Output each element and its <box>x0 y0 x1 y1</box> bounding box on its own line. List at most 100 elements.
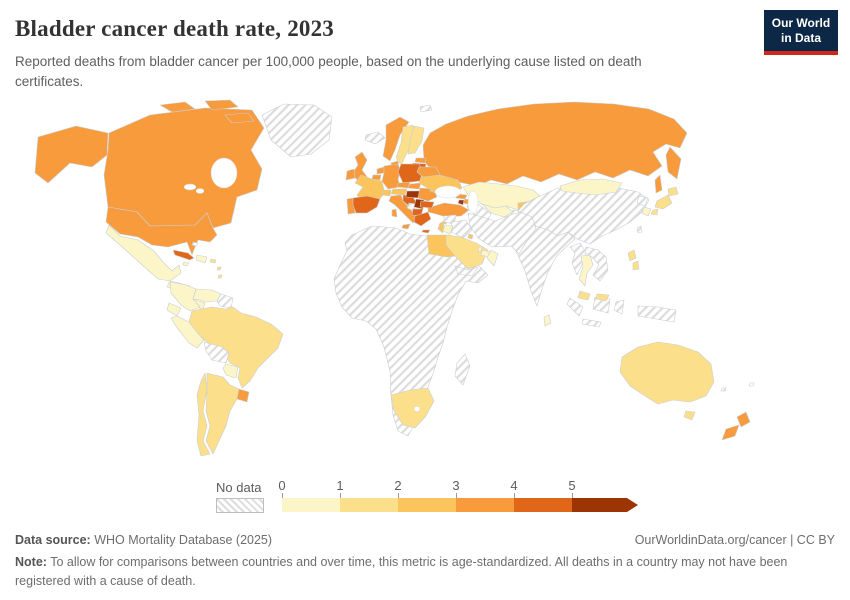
country-spain[interactable] <box>352 195 381 214</box>
country-saudi-arabia[interactable] <box>445 234 489 270</box>
country-uruguay[interactable] <box>236 388 250 403</box>
country-pacific-island-1[interactable] <box>720 387 727 392</box>
country-netherlands[interactable] <box>376 166 385 175</box>
note-label: Note: <box>15 554 47 569</box>
country-new-zealand-south[interactable] <box>721 424 740 441</box>
country-indonesia-java[interactable] <box>581 318 602 328</box>
country-slovakia[interactable] <box>407 182 422 190</box>
chart-subtitle: Reported deaths from bladder cancer per … <box>15 54 642 89</box>
country-cuba[interactable] <box>172 249 195 261</box>
legend-bucket-4-5[interactable] <box>514 498 572 512</box>
country-kuwait[interactable] <box>467 233 474 240</box>
country-guyanas[interactable] <box>216 293 234 309</box>
country-finland[interactable] <box>407 125 425 155</box>
country-new-zealand-north[interactable] <box>736 411 751 428</box>
country-mongolia[interactable] <box>559 178 623 196</box>
country-armenia[interactable] <box>457 199 465 206</box>
country-new-guinea[interactable] <box>637 305 677 323</box>
country-hungary[interactable] <box>405 190 421 199</box>
country-brazil[interactable] <box>188 306 284 389</box>
country-canada[interactable] <box>103 107 265 229</box>
data-source: Data source: WHO Mortality Database (202… <box>15 531 272 550</box>
country-russia-kamchatka[interactable] <box>665 146 682 180</box>
country-turkey[interactable] <box>427 202 470 218</box>
country-sri-lanka[interactable] <box>543 314 552 327</box>
country-taiwan[interactable] <box>636 225 643 234</box>
country-jordan[interactable] <box>442 224 454 235</box>
legend-bucket-5-plus[interactable] <box>572 498 638 512</box>
country-greenland[interactable] <box>261 103 333 158</box>
country-indonesia-sulawesi[interactable] <box>613 299 625 315</box>
country-south-korea[interactable] <box>641 206 652 217</box>
legend-color-bar <box>282 498 638 512</box>
country-ireland[interactable] <box>345 168 356 181</box>
country-norway[interactable] <box>382 116 410 162</box>
country-south-africa[interactable] <box>390 387 435 429</box>
legend-bucket-3-4[interactable] <box>456 498 514 512</box>
country-bahamas[interactable] <box>191 241 199 247</box>
country-australia[interactable] <box>619 341 715 405</box>
country-myanmar[interactable] <box>569 242 587 276</box>
country-lesser-antilles-1[interactable] <box>216 266 222 271</box>
country-italy-sicily[interactable] <box>401 223 411 230</box>
legend-tick-4: 4 <box>510 478 518 493</box>
country-austria[interactable] <box>390 188 408 196</box>
country-canada-arctic-3[interactable] <box>224 112 255 124</box>
country-philippines-luzon[interactable] <box>627 249 637 262</box>
country-italy-sardinia[interactable] <box>391 208 398 218</box>
country-belarus[interactable] <box>416 166 441 178</box>
country-chile[interactable] <box>196 372 211 457</box>
country-canada-arctic-1[interactable] <box>159 101 196 113</box>
country-japan-kyushu[interactable] <box>650 208 659 216</box>
country-philippines-mindanao[interactable] <box>632 260 640 271</box>
country-russia-sakhalin[interactable] <box>654 174 663 194</box>
country-madagascar[interactable] <box>454 353 471 386</box>
country-israel[interactable] <box>437 221 445 234</box>
country-russia[interactable] <box>422 101 688 187</box>
country-iran-afghanistan-pakistan[interactable] <box>467 211 537 255</box>
country-malaysia-east[interactable] <box>595 293 610 302</box>
map-legend: No data 0 1 2 3 4 5 <box>0 477 850 517</box>
country-qatar[interactable] <box>477 246 483 253</box>
country-hispaniola[interactable] <box>195 254 208 264</box>
country-bolivia[interactable] <box>203 341 230 364</box>
country-lesser-antilles-2[interactable] <box>217 274 223 279</box>
country-svalbard[interactable] <box>419 104 433 113</box>
country-usa-alaska[interactable] <box>34 125 109 184</box>
country-colombia[interactable] <box>169 281 201 312</box>
country-belgium[interactable] <box>371 174 382 181</box>
country-indonesia-sumatra[interactable] <box>566 297 584 317</box>
country-greece-crete[interactable] <box>421 229 431 234</box>
country-north-korea[interactable] <box>636 195 649 207</box>
country-argentina[interactable] <box>205 372 240 455</box>
country-india[interactable] <box>510 225 576 307</box>
country-greece[interactable] <box>413 211 432 227</box>
country-venezuela[interactable] <box>192 288 222 303</box>
country-ecuador[interactable] <box>166 302 182 317</box>
country-thailand[interactable] <box>578 254 594 287</box>
country-estonia[interactable] <box>414 157 427 164</box>
country-paraguay[interactable] <box>222 363 239 379</box>
country-malaysia-west[interactable] <box>577 290 591 301</box>
country-mexico[interactable] <box>105 224 182 282</box>
country-japan-honshu[interactable] <box>654 194 673 210</box>
country-sweden[interactable] <box>395 124 415 166</box>
country-oman[interactable] <box>486 249 499 267</box>
country-bulgaria[interactable] <box>419 200 435 209</box>
legend-bucket-1-2[interactable] <box>340 498 398 512</box>
country-czechia[interactable] <box>396 181 411 189</box>
country-australia-tasmania[interactable] <box>683 410 696 421</box>
country-yemen[interactable] <box>454 265 479 277</box>
country-jamaica[interactable] <box>182 261 190 267</box>
legend-bucket-2-3[interactable] <box>398 498 456 512</box>
country-pacific-island-2[interactable] <box>748 382 755 387</box>
no-data-swatch[interactable] <box>216 498 264 513</box>
footer-note: Note: To allow for comparisons between c… <box>15 553 835 591</box>
legend-bucket-0-1[interactable] <box>282 498 340 512</box>
country-iceland[interactable] <box>364 131 386 145</box>
country-japan-hokkaido[interactable] <box>667 186 679 197</box>
attribution-link[interactable]: OurWorldinData.org/cancer | CC BY <box>634 533 835 547</box>
country-puerto-rico[interactable] <box>209 258 217 264</box>
country-canada-arctic-2[interactable] <box>204 99 239 111</box>
legend-tick-3: 3 <box>452 478 460 493</box>
